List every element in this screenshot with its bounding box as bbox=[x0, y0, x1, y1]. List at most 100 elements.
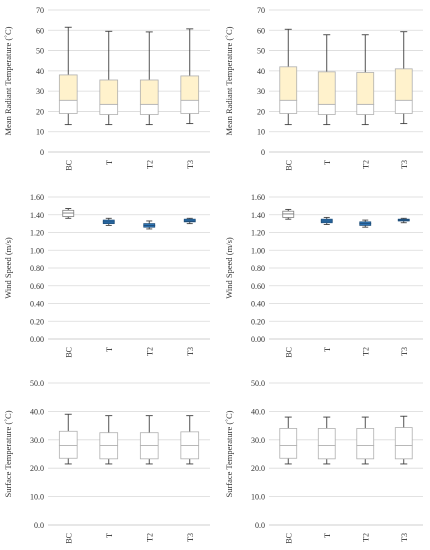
y-tick-label: 20 bbox=[36, 107, 44, 116]
x-tick-label: BC bbox=[284, 533, 293, 544]
x-tick-label: T bbox=[323, 347, 332, 352]
x-tick-label: T bbox=[323, 160, 332, 165]
box-T3 bbox=[180, 28, 200, 125]
y-tick-label: 0.60 bbox=[30, 282, 44, 291]
box-lower bbox=[317, 103, 336, 115]
box-upper bbox=[183, 218, 196, 222]
y-tick-label: 0.00 bbox=[30, 335, 44, 344]
box-upper bbox=[397, 218, 410, 221]
box-BC bbox=[282, 208, 295, 220]
y-tick-label: 20.0 bbox=[251, 464, 265, 473]
box-upper bbox=[282, 210, 295, 215]
box-lower bbox=[394, 445, 413, 460]
chart-panel-3: 0.00 0.20 0.40 0.60 0.80 1.00 1.20 1.40 1.60 Wind… bbox=[3, 193, 210, 358]
box-lower bbox=[58, 445, 78, 459]
y-tick-label: 0 bbox=[261, 148, 265, 157]
box-BC bbox=[279, 416, 298, 465]
y-tick-label: 40.0 bbox=[30, 407, 44, 416]
y-axis-label: Wind Speed (m/s) bbox=[3, 237, 13, 299]
y-tick-label: 40 bbox=[257, 67, 265, 76]
chart-panel-4: 0.00 0.20 0.40 0.60 0.80 1.00 1.20 1.40 1.60 Wind… bbox=[224, 193, 423, 358]
y-tick-label: 1.40 bbox=[251, 211, 265, 220]
box-BC bbox=[62, 208, 75, 219]
box-lower bbox=[139, 103, 159, 115]
box-T3 bbox=[183, 217, 196, 225]
box-lower bbox=[279, 99, 298, 114]
x-tick-label: BC bbox=[64, 347, 73, 358]
x-tick-label: BC bbox=[64, 533, 73, 544]
y-tick-label: 1.40 bbox=[30, 211, 44, 220]
x-tick-label: BC bbox=[64, 160, 73, 171]
box-upper bbox=[58, 430, 78, 446]
box-upper bbox=[394, 427, 413, 446]
y-tick-label: 0 bbox=[40, 148, 44, 157]
y-axis-label: Mean Radiant Temperature (˚C) bbox=[3, 26, 13, 135]
box-lower bbox=[58, 99, 78, 114]
box-lower bbox=[356, 103, 375, 115]
box-T bbox=[317, 416, 336, 465]
y-tick-label: 20.0 bbox=[30, 464, 44, 473]
x-tick-label: T3 bbox=[186, 347, 195, 356]
box-upper bbox=[320, 218, 333, 222]
box-upper bbox=[279, 66, 298, 101]
x-tick-label: T bbox=[105, 160, 114, 165]
x-tick-label: BC bbox=[284, 160, 293, 171]
y-tick-label: 10 bbox=[36, 128, 44, 137]
x-tick-label: T bbox=[105, 347, 114, 352]
y-tick-label: 30 bbox=[36, 87, 44, 96]
box-lower bbox=[62, 212, 75, 217]
y-tick-label: 0.60 bbox=[251, 282, 265, 291]
box-upper bbox=[279, 428, 298, 446]
box-T2 bbox=[143, 220, 156, 230]
box-T3 bbox=[180, 415, 200, 465]
box-BC bbox=[279, 28, 298, 126]
y-axis-label: Surface Temperature (˚C) bbox=[3, 410, 13, 497]
y-tick-label: 10.0 bbox=[30, 493, 44, 502]
y-tick-label: 40.0 bbox=[251, 407, 265, 416]
box-T3 bbox=[397, 217, 410, 224]
box-T bbox=[317, 34, 336, 126]
x-tick-label: T3 bbox=[400, 347, 409, 356]
box-BC bbox=[58, 413, 78, 465]
x-tick-label: T2 bbox=[145, 347, 154, 356]
box-upper bbox=[356, 72, 375, 105]
box-lower bbox=[356, 445, 375, 460]
y-tick-label: 0.20 bbox=[251, 317, 265, 326]
box-upper bbox=[180, 75, 200, 101]
y-tick-label: 60 bbox=[36, 26, 44, 35]
y-tick-label: 1.00 bbox=[30, 246, 44, 255]
y-tick-label: 30.0 bbox=[251, 436, 265, 445]
y-tick-label: 1.20 bbox=[30, 229, 44, 238]
box-upper bbox=[99, 432, 119, 446]
box-upper bbox=[99, 79, 119, 105]
y-tick-label: 0.40 bbox=[30, 300, 44, 309]
box-upper bbox=[394, 68, 413, 101]
chart-panel-5: 0.0 10.0 20.0 30.0 40.0 50.0 Surface Temperatu… bbox=[3, 379, 210, 544]
box-lower bbox=[180, 99, 200, 114]
box-T2 bbox=[139, 31, 159, 126]
box-BC bbox=[58, 26, 78, 126]
box-T bbox=[320, 216, 333, 225]
y-tick-label: 20 bbox=[257, 107, 265, 116]
x-tick-label: T2 bbox=[361, 533, 370, 542]
box-T bbox=[99, 415, 119, 465]
box-T2 bbox=[356, 34, 375, 126]
chart-panel-1: 0 10 20 30 40 50 60 70 Mean Radiant Temperature … bbox=[3, 6, 210, 171]
y-tick-label: 1.60 bbox=[251, 193, 265, 202]
y-tick-label: 1.00 bbox=[251, 246, 265, 255]
y-tick-label: 1.60 bbox=[30, 193, 44, 202]
x-tick-label: T3 bbox=[400, 533, 409, 542]
y-tick-label: 50.0 bbox=[30, 379, 44, 388]
y-tick-label: 40 bbox=[36, 67, 44, 76]
y-tick-label: 0.80 bbox=[30, 264, 44, 273]
box-upper bbox=[317, 428, 336, 446]
box-upper bbox=[317, 71, 336, 105]
y-tick-label: 0.80 bbox=[251, 264, 265, 273]
y-tick-label: 70 bbox=[257, 6, 265, 15]
box-lower bbox=[180, 445, 200, 460]
box-lower bbox=[394, 99, 413, 114]
x-tick-label: BC bbox=[284, 347, 293, 358]
box-T2 bbox=[356, 416, 375, 465]
box-lower bbox=[279, 445, 298, 459]
